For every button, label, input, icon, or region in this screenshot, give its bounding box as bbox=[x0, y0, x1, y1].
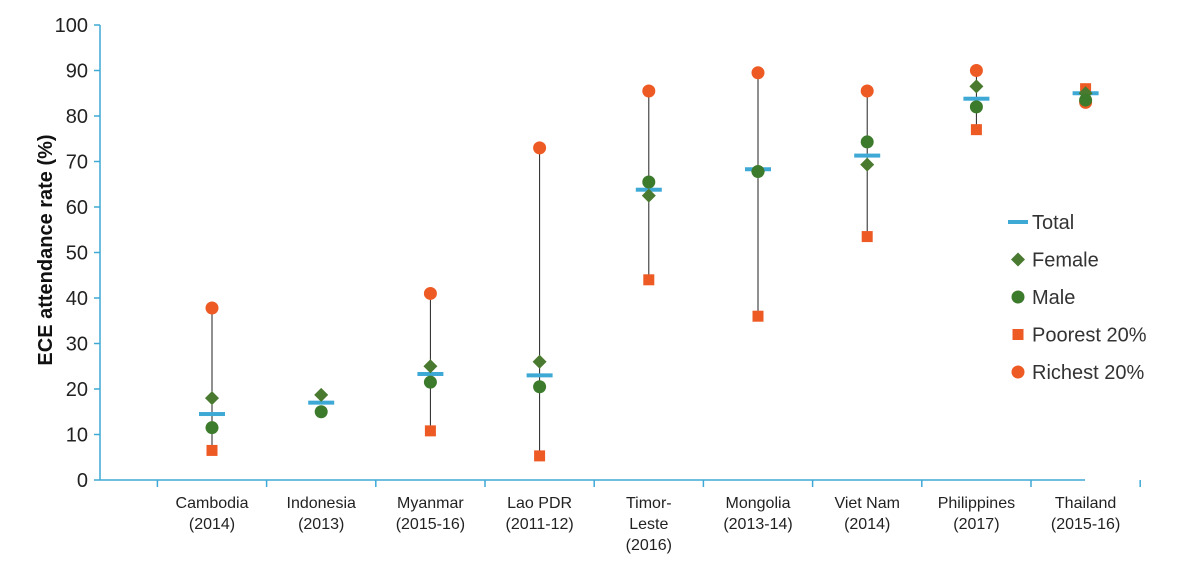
y-tick-label: 20 bbox=[66, 379, 88, 401]
poorest-point bbox=[206, 444, 218, 456]
female-point bbox=[423, 359, 438, 374]
male-point bbox=[423, 375, 437, 389]
x-tick-label: Myanmar (2015-16) bbox=[396, 495, 465, 533]
y-tick-label: 10 bbox=[66, 425, 88, 447]
x-tick-label: Mongolia (2013-14) bbox=[723, 495, 792, 533]
richest-point bbox=[860, 84, 874, 98]
y-tick-label: 50 bbox=[66, 243, 88, 265]
male-point bbox=[751, 165, 765, 179]
x-tick-label: Indonesia (2013) bbox=[287, 495, 356, 533]
x-tick-label: Viet Nam (2014) bbox=[834, 495, 900, 533]
poorest-point bbox=[752, 310, 764, 322]
legend-poorest-swatch bbox=[1012, 329, 1024, 340]
legend-poorest-label: Poorest 20% bbox=[1032, 325, 1147, 347]
total-marker bbox=[417, 371, 444, 376]
poorest-point bbox=[534, 450, 546, 462]
x-tick-label: Timor-Leste (2016) bbox=[626, 495, 672, 554]
female-point bbox=[314, 387, 329, 402]
x-tick-label: Philippines (2017) bbox=[938, 495, 1015, 533]
male-point bbox=[642, 175, 656, 189]
richest-point bbox=[205, 301, 219, 315]
total-marker bbox=[963, 96, 990, 101]
y-tick-label: 90 bbox=[66, 61, 88, 83]
y-tick-label: 80 bbox=[66, 106, 88, 128]
female-point bbox=[641, 188, 656, 203]
y-axis-title: ECE attendance rate (%) bbox=[35, 134, 57, 365]
female-point bbox=[532, 354, 547, 369]
female-point bbox=[860, 157, 875, 172]
x-tick-label: Thailand (2015-16) bbox=[1051, 495, 1120, 533]
female-point bbox=[969, 79, 984, 94]
legend-female-swatch bbox=[1011, 252, 1025, 267]
male-point bbox=[969, 100, 983, 114]
total-marker bbox=[854, 153, 881, 158]
male-point bbox=[860, 135, 874, 149]
total-marker bbox=[308, 400, 335, 405]
legend-male-swatch bbox=[1011, 290, 1025, 304]
legend-total-swatch bbox=[1008, 220, 1028, 224]
y-tick-label: 70 bbox=[66, 152, 88, 174]
legend-female-label: Female bbox=[1032, 250, 1099, 272]
male-point bbox=[205, 421, 219, 435]
y-tick-label: 0 bbox=[77, 470, 88, 492]
richest-point bbox=[751, 66, 765, 80]
legend: Total Female Male Poorest 20% Richest 20% bbox=[1008, 212, 1147, 384]
x-tick-label: Cambodia (2014) bbox=[176, 495, 249, 533]
male-point bbox=[533, 380, 547, 394]
legend-total-label: Total bbox=[1032, 212, 1074, 234]
total-marker bbox=[526, 373, 553, 378]
y-tick-label: 30 bbox=[66, 334, 88, 356]
poorest-point bbox=[424, 425, 436, 437]
poorest-point bbox=[970, 124, 982, 136]
male-point bbox=[1079, 93, 1093, 107]
poorest-point bbox=[643, 274, 655, 286]
poorest-point bbox=[861, 231, 873, 243]
female-point bbox=[205, 391, 219, 406]
y-tick-label: 100 bbox=[55, 15, 88, 37]
y-tick-label: 60 bbox=[66, 197, 88, 219]
x-tick-label: Lao PDR (2011-12) bbox=[506, 495, 574, 533]
richest-point bbox=[423, 286, 437, 300]
richest-point bbox=[642, 84, 656, 98]
plot-layer: 0 10 20 30 40 50 60 70 80 90 100 Cambodia (2014) Indo… bbox=[55, 15, 1141, 554]
richest-point bbox=[969, 64, 983, 77]
legend-richest-swatch bbox=[1011, 365, 1025, 379]
legend-richest-label: Richest 20% bbox=[1032, 362, 1144, 384]
y-tick-label: 40 bbox=[66, 288, 88, 310]
richest-point bbox=[533, 141, 547, 155]
male-point bbox=[314, 405, 328, 419]
legend-male-label: Male bbox=[1032, 287, 1075, 309]
total-marker bbox=[199, 412, 225, 417]
